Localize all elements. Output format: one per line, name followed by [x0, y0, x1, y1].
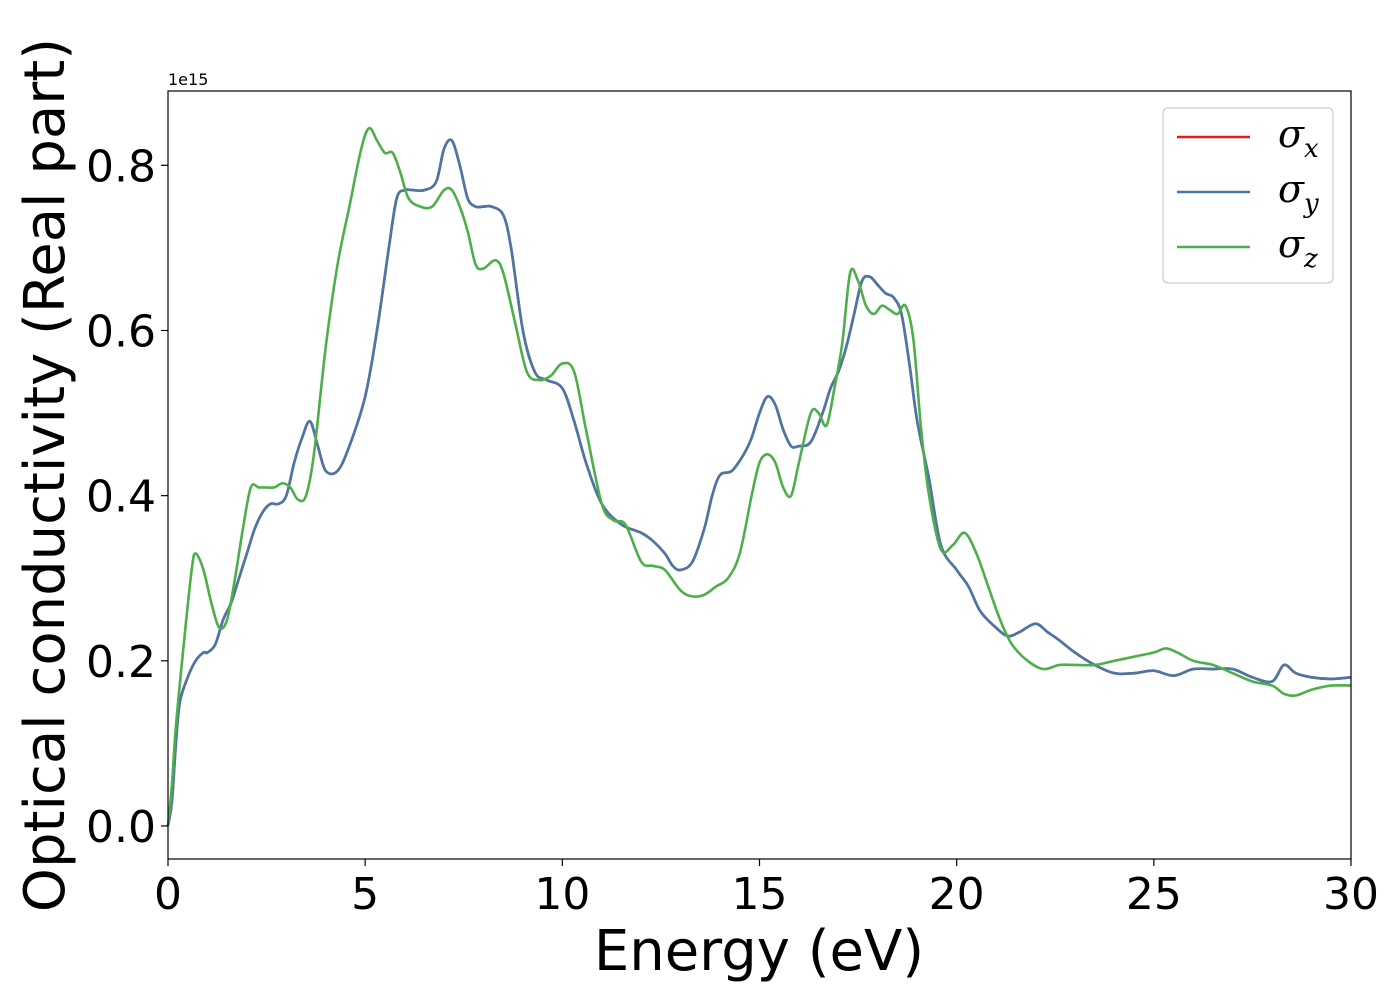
- y-tick-label: 0.8: [86, 141, 156, 192]
- y-axis-title: Optical conductivity (Real part): [13, 38, 78, 912]
- y-tick-label: 0.6: [86, 306, 156, 357]
- x-tick-label: 30: [1323, 869, 1379, 920]
- x-tick-label: 10: [534, 869, 590, 920]
- y-tick-label: 0.4: [86, 472, 156, 523]
- series-line-z: [166, 126, 1352, 827]
- legend-label-x: σx: [1278, 112, 1319, 164]
- x-ticks: 0 5 10 15 20 25 30: [154, 859, 1379, 920]
- legend-label-z: σz: [1278, 222, 1318, 274]
- x-tick-label: 5: [351, 869, 379, 920]
- x-tick-label: 15: [732, 869, 788, 920]
- x-axis-title: Energy (eV): [594, 919, 924, 984]
- series-line-y: [166, 138, 1352, 827]
- y-tick-label: 0.2: [86, 637, 156, 688]
- y-tick-label: 0.0: [86, 802, 156, 853]
- legend-frame: [1162, 107, 1334, 284]
- series-layer: [166, 126, 1352, 827]
- y-offset-label: 1e15: [168, 70, 208, 89]
- x-tick-label: 20: [929, 869, 985, 920]
- x-tick-label: 0: [154, 869, 182, 920]
- legend-label-y: σy: [1278, 167, 1319, 219]
- y-ticks: 0.0 0.2 0.4 0.6 0.8: [86, 141, 168, 853]
- x-tick-label: 25: [1126, 869, 1182, 920]
